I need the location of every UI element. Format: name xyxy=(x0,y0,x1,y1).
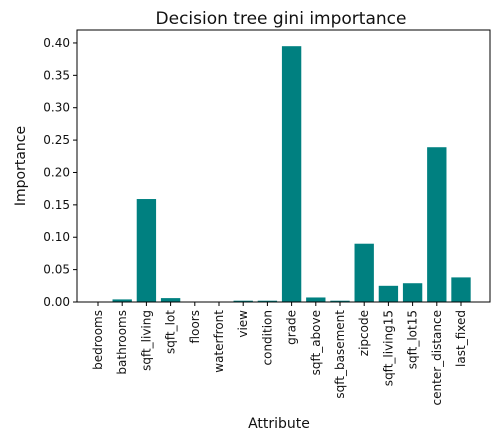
y-axis-label: Importance xyxy=(13,126,29,206)
bar-sqft_above xyxy=(306,297,326,302)
x-tick-label-sqft_living: sqft_living xyxy=(139,310,153,371)
bar-condition xyxy=(257,300,278,302)
x-axis-label: Attribute xyxy=(248,416,310,432)
bars-group xyxy=(112,46,471,302)
x-tick-label-floors: floors xyxy=(188,310,202,343)
bar-center_distance xyxy=(427,147,447,302)
bar-sqft_living15 xyxy=(378,285,399,302)
y-tick-label: 0.35 xyxy=(43,68,70,82)
x-tick-label-sqft_living15: sqft_living15 xyxy=(381,310,395,386)
bar-bathrooms xyxy=(112,299,132,302)
x-axis-ticks: bedrooms bathrooms sqft_living sqft_lot floo… xyxy=(91,302,468,405)
bar-view xyxy=(233,300,253,302)
x-tick-label-grade: grade xyxy=(285,310,299,345)
x-tick-label-view: view xyxy=(236,310,250,338)
x-tick-label-sqft_lot15: sqft_lot15 xyxy=(406,310,420,369)
x-tick-label-last_fixed: last_fixed xyxy=(454,310,468,367)
y-axis-ticks: 0.00 0.05 0.10 0.15 0.20 0.25 0.30 0.35 0.40 xyxy=(43,36,77,309)
x-tick-label-sqft_basement: sqft_basement xyxy=(333,310,347,399)
x-tick-label-sqft_lot: sqft_lot xyxy=(164,310,178,354)
x-tick-label-sqft_above: sqft_above xyxy=(309,310,323,375)
chart-title: Decision tree gini importance xyxy=(156,9,407,29)
y-tick-label: 0.40 xyxy=(43,36,70,50)
y-tick-label: 0.10 xyxy=(43,230,70,244)
y-tick-label: 0.20 xyxy=(43,165,70,179)
bar-zipcode xyxy=(354,243,374,302)
bar-last_fixed xyxy=(451,277,471,302)
y-tick-label: 0.25 xyxy=(43,133,70,147)
bar-sqft_lot15 xyxy=(402,283,423,302)
bar-sqft_living xyxy=(136,199,157,302)
x-tick-label-center_distance: center_distance xyxy=(430,310,444,405)
bar-sqft_lot xyxy=(160,298,181,302)
y-tick-label: 0.05 xyxy=(43,263,70,277)
bar-sqft_basement xyxy=(330,300,350,302)
x-tick-label-bedrooms: bedrooms xyxy=(91,310,105,370)
x-tick-label-waterfront: waterfront xyxy=(212,310,226,373)
x-tick-label-bathrooms: bathrooms xyxy=(115,310,129,375)
bar-grade xyxy=(281,46,302,302)
y-tick-label: 0.15 xyxy=(43,198,70,212)
x-tick-label-condition: condition xyxy=(260,310,274,365)
plot-frame xyxy=(76,29,491,303)
y-tick-label: 0.30 xyxy=(43,101,70,115)
x-tick-label-zipcode: zipcode xyxy=(357,310,371,356)
y-tick-label: 0.00 xyxy=(43,295,70,309)
